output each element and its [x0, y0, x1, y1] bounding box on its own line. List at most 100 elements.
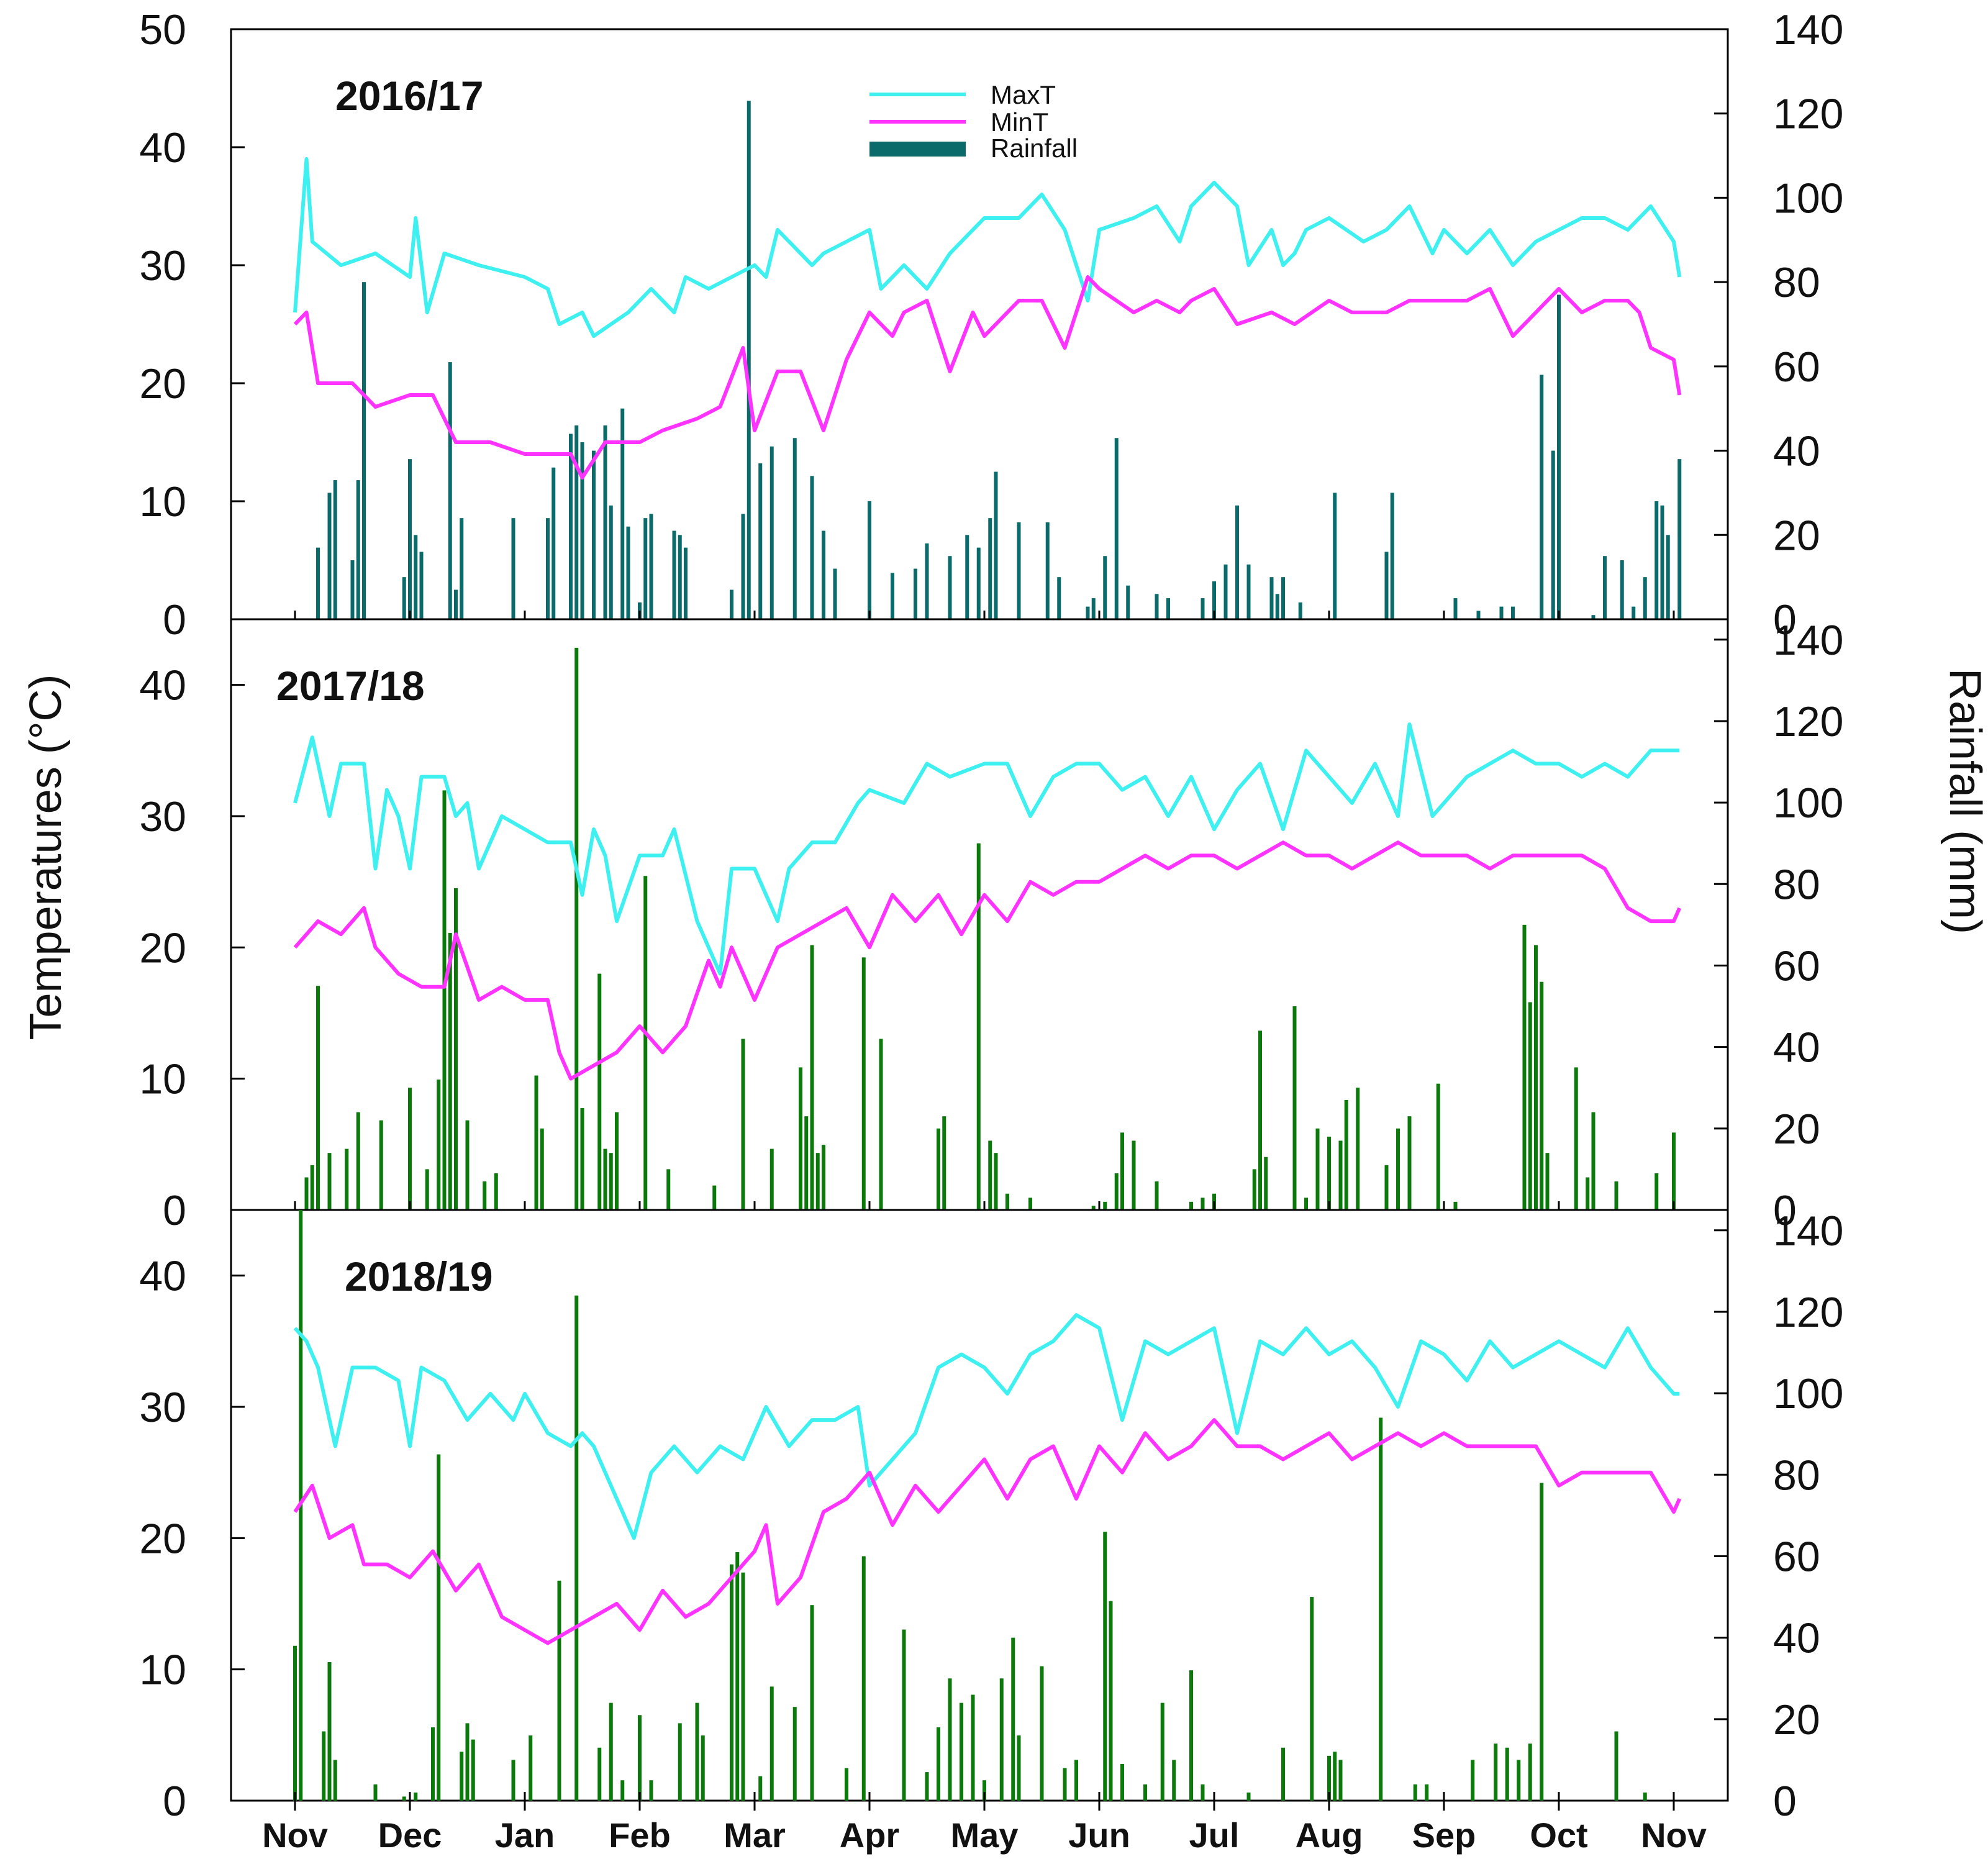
- rainfall-bar: [1551, 450, 1555, 619]
- rainfall-bar: [1614, 1731, 1618, 1801]
- temp-tick-label: 20: [139, 360, 186, 407]
- rainfall-bar: [620, 408, 625, 619]
- right-axis-title: Rainfall (mm): [1940, 668, 1988, 934]
- season-label: 2018/19: [345, 1253, 493, 1299]
- rainfall-bar: [822, 1145, 825, 1210]
- rainfall-bar: [792, 1707, 797, 1801]
- rainfall-bar: [1603, 556, 1607, 619]
- x-tick-label: Jan: [495, 1816, 555, 1855]
- rainfall-bar: [988, 1140, 992, 1210]
- rainfall-bar: [1356, 1088, 1360, 1210]
- rainfall-bar: [529, 1735, 533, 1801]
- rainfall-bar: [1517, 1760, 1521, 1801]
- x-tick-label: May: [951, 1816, 1019, 1855]
- rainfall-bar: [1281, 577, 1285, 619]
- rainfall-bar: [1304, 1198, 1308, 1210]
- rainfall-bar: [845, 1768, 848, 1801]
- x-tick-label: Nov: [1641, 1816, 1707, 1855]
- rainfall-bar: [1074, 1760, 1078, 1801]
- rainfall-bar: [810, 1605, 814, 1801]
- rainfall-bar: [419, 552, 424, 619]
- rainfall-bar: [483, 1181, 487, 1210]
- rainfall-bar: [1499, 606, 1504, 619]
- rainfall-bar: [316, 986, 320, 1210]
- legend-maxt-label: MaxT: [991, 80, 1056, 109]
- temp-tick-label: 30: [139, 1384, 186, 1431]
- rainfall-bar: [730, 1564, 733, 1801]
- rainfall-bar: [1189, 1201, 1193, 1210]
- rainfall-bar: [1333, 1752, 1337, 1801]
- rainfall-bar: [925, 543, 929, 619]
- rainfall-bar: [1201, 1784, 1205, 1801]
- rainfall-bar: [1666, 535, 1670, 619]
- rainfall-bar: [678, 1723, 682, 1801]
- rainfall-bar: [310, 1165, 314, 1210]
- rainfall-bar: [960, 1703, 963, 1801]
- rainfall-bar: [815, 1153, 820, 1210]
- mint-line: [293, 1418, 1682, 1645]
- rainfall-bar: [402, 577, 406, 619]
- rainfall-bar: [1120, 1763, 1124, 1801]
- rainfall-bar: [638, 1715, 642, 1801]
- rainfall-bar: [442, 790, 447, 1210]
- rainfall-bar: [1011, 1637, 1015, 1801]
- rainfall-bar: [1654, 501, 1659, 619]
- maxt-line: [293, 1313, 1680, 1540]
- rainfall-bar: [574, 1295, 579, 1801]
- rainfall-bar: [925, 1772, 929, 1801]
- rainfall-bar: [1453, 598, 1458, 619]
- rainfall-bar: [1189, 1670, 1193, 1801]
- rainfall-bar: [1310, 1597, 1314, 1801]
- x-tick-label: Jun: [1068, 1816, 1130, 1855]
- rain-tick-label: 140: [1773, 1207, 1843, 1255]
- rainfall-bar: [362, 282, 366, 620]
- rainfall-bar: [1591, 1112, 1595, 1210]
- rainfall-bar: [1091, 598, 1096, 619]
- rainfall-bar: [758, 1776, 763, 1801]
- rainfall-bar: [1574, 1067, 1578, 1210]
- rainfall-bar: [557, 1580, 561, 1801]
- temp-tick-label: 0: [163, 596, 186, 643]
- rainfall-bar: [1315, 1128, 1320, 1210]
- rainfall-bar: [799, 1067, 802, 1210]
- rain-tick-label: 40: [1773, 428, 1820, 475]
- rainfall-bar: [1235, 505, 1239, 619]
- rainfall-bar: [1620, 560, 1624, 619]
- rainfall-bar: [408, 459, 412, 619]
- rainfall-bar: [1591, 615, 1595, 619]
- rain-tick-label: 120: [1773, 91, 1843, 138]
- left-axis-title: Temperatures (°C): [21, 675, 71, 1040]
- rainfall-bar: [965, 535, 969, 619]
- rainfall-bar: [327, 1662, 332, 1801]
- rainfall-bar: [649, 514, 653, 619]
- temp-tick-label: 0: [163, 1778, 186, 1825]
- rainfall-bar: [976, 843, 981, 1210]
- rainfall-bar: [1246, 1792, 1251, 1801]
- rainfall-bar: [976, 547, 981, 619]
- panel-2017-18: 0 10 20 30 40 0 20 40 60 80 100 120 140 2017/18: [139, 617, 1843, 1234]
- rainfall-bar: [1338, 1140, 1343, 1210]
- rainfall-bar: [597, 973, 602, 1210]
- rainfall-bar: [769, 446, 774, 619]
- rain-tick-label: 0: [1773, 1187, 1797, 1234]
- rainfall-bar: [1269, 577, 1274, 619]
- rainfall-bar: [769, 1148, 774, 1210]
- x-tick-label: Mar: [724, 1816, 786, 1855]
- rainfall-bar: [1109, 1601, 1113, 1801]
- temp-tick-label: 40: [139, 124, 186, 171]
- rainfall-bar: [741, 1572, 745, 1801]
- rainfall-bar: [937, 1128, 940, 1210]
- rainfall-bar: [1103, 556, 1107, 619]
- x-tick-label: Nov: [262, 1816, 328, 1855]
- rainfall-bar: [1120, 1132, 1124, 1210]
- rainfall-bar: [1212, 581, 1216, 619]
- rainfall-bar: [1327, 1755, 1331, 1801]
- rainfall-bar: [1223, 564, 1228, 619]
- rainfall-bar: [672, 530, 676, 619]
- rainfall-bar: [1654, 1173, 1659, 1210]
- temp-tick-label: 0: [163, 1187, 186, 1234]
- rainfall-bar: [1407, 1116, 1412, 1210]
- rainfall-bar: [448, 933, 452, 1210]
- rainfall-bar: [1476, 611, 1481, 619]
- rainfall-bar: [1471, 1760, 1475, 1801]
